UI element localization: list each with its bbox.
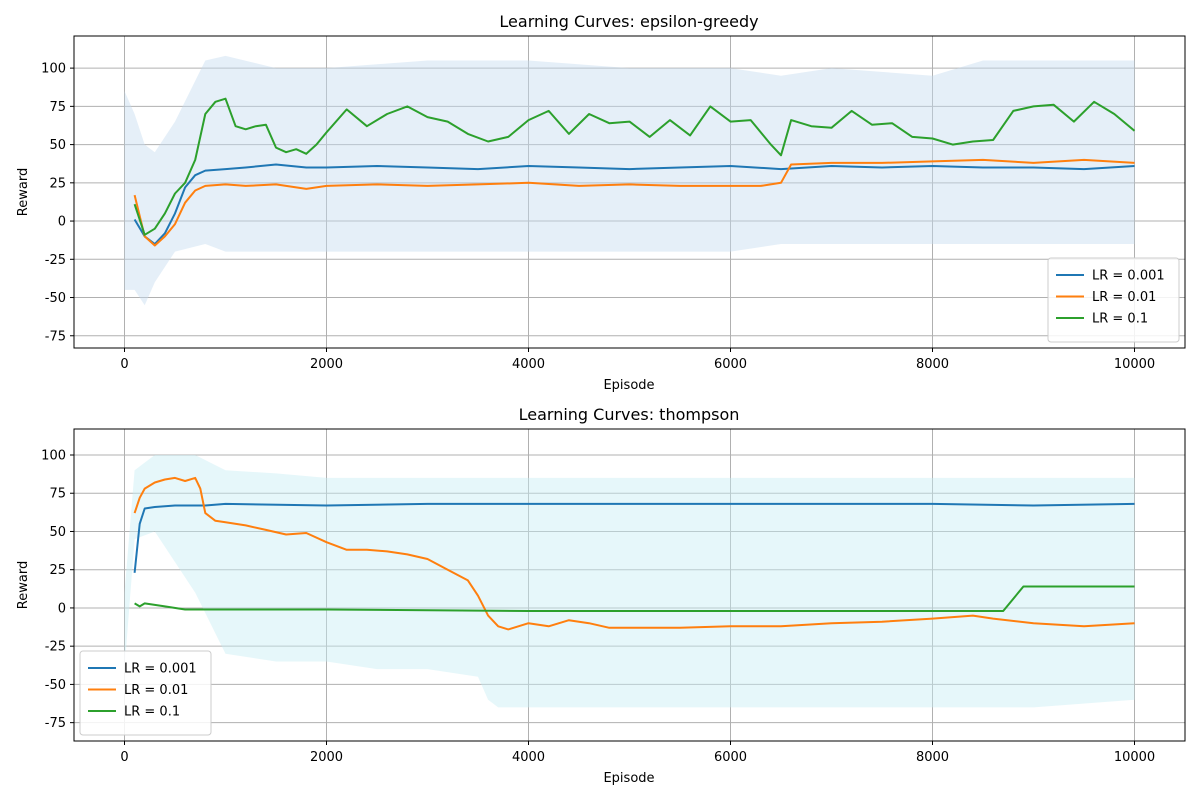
- reward-variance-band: [124, 455, 1135, 708]
- y-tick-label: 0: [58, 601, 66, 616]
- legend-box: [1047, 257, 1180, 343]
- y-tick-label: -25: [45, 640, 66, 655]
- y-tick-label: 0: [58, 215, 66, 230]
- x-tick-label: 6000: [714, 750, 747, 765]
- y-tick-label: -50: [45, 291, 66, 306]
- y-tick-label: 75: [49, 487, 66, 502]
- y-tick-label: 100: [41, 449, 66, 464]
- epsilon-greedy-subplot: 0 2000 4000 6000 8000 10000 -75 -50 -25 0 25 50 75 10…: [16, 12, 1186, 393]
- x-axis-label: Episode: [603, 771, 654, 786]
- series-line-2: [133, 476, 1135, 631]
- x-tick-label: 4000: [512, 357, 545, 372]
- legend: LR = 0.001 LR = 0.01 LR = 0.1: [1047, 257, 1180, 343]
- y-tick-label: -50: [45, 678, 66, 693]
- legend-entry: LR = 0.001: [1092, 269, 1165, 284]
- y-tick-label: -75: [45, 329, 66, 344]
- legend-entry: LR = 0.001: [124, 662, 197, 677]
- y-tick-label: 75: [49, 100, 66, 115]
- y-tick-label: -25: [45, 253, 66, 268]
- axes-frame: [73, 428, 1186, 742]
- legend-entry: LR = 0.01: [124, 683, 188, 698]
- legend-entry: LR = 0.1: [124, 705, 180, 720]
- y-tick-label: 50: [49, 138, 66, 153]
- legend: LR = 0.001 LR = 0.01 LR = 0.1: [79, 650, 212, 736]
- x-tick-label: 0: [120, 750, 128, 765]
- plot-area: 0 2000 4000 6000 8000 10000 -75 -50 -25 0 25 50 75 10…: [41, 35, 1186, 372]
- reward-variance-band: [124, 55, 1135, 306]
- axes-frame: [73, 35, 1186, 349]
- chart-title: Learning Curves: epsilon-greedy: [499, 12, 758, 31]
- plot-area: 0 2000 4000 6000 8000 10000 -75 -50 -25 0 25 50 75 10…: [41, 428, 1186, 765]
- y-tick-label: 25: [49, 563, 66, 578]
- x-tick-label: 8000: [916, 750, 949, 765]
- y-tick-label: 100: [41, 62, 66, 77]
- x-tick-label: 6000: [714, 357, 747, 372]
- y-axis-label: Reward: [16, 168, 31, 216]
- x-axis-label: Episode: [603, 378, 654, 393]
- legend-entry: LR = 0.01: [1092, 290, 1156, 305]
- x-tick-label: 4000: [512, 750, 545, 765]
- y-tick-label: 50: [49, 525, 66, 540]
- series-line-3: [134, 585, 1135, 612]
- series-line-2: [133, 158, 1135, 247]
- y-tick-label: -75: [45, 716, 66, 731]
- series-line-1: [133, 502, 1135, 573]
- series-line-3: [133, 97, 1136, 236]
- legend-entry: LR = 0.1: [1092, 312, 1148, 327]
- x-tick-label: 10000: [1114, 357, 1155, 372]
- series-line-1: [133, 163, 1135, 245]
- legend-box: [79, 650, 212, 736]
- y-tick-label: 25: [49, 176, 66, 191]
- x-tick-label: 0: [120, 357, 128, 372]
- thompson-subplot: 0 2000 4000 6000 8000 10000 -75 -50 -25 0 25 50 75 10…: [16, 405, 1186, 786]
- x-tick-label: 10000: [1114, 750, 1155, 765]
- chart-title: Learning Curves: thompson: [519, 405, 740, 424]
- y-axis-label: Reward: [16, 561, 31, 609]
- x-tick-label: 2000: [310, 750, 343, 765]
- x-tick-label: 2000: [310, 357, 343, 372]
- x-tick-label: 8000: [916, 357, 949, 372]
